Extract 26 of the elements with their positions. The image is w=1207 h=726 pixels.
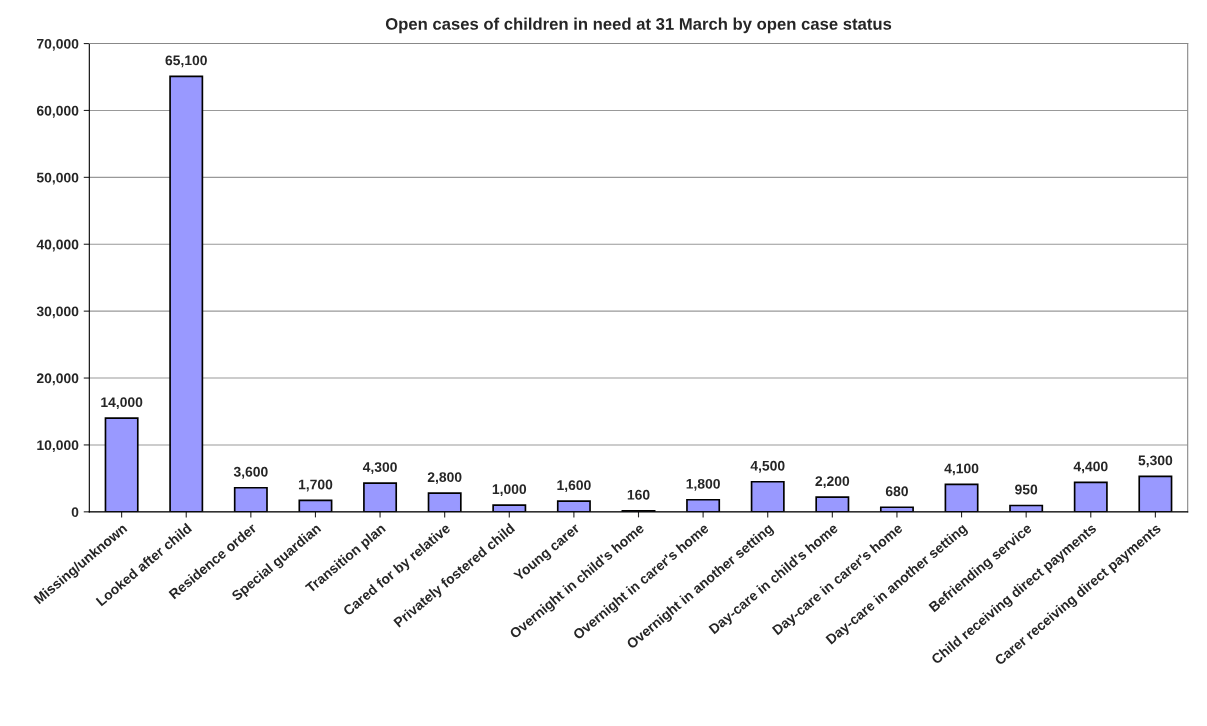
data-label: 14,000 bbox=[101, 397, 143, 410]
data-label: 1,800 bbox=[686, 478, 720, 491]
data-label: 5,300 bbox=[1138, 455, 1173, 468]
data-label: 160 bbox=[627, 489, 650, 500]
data-label: 65,100 bbox=[165, 55, 207, 68]
y-tick-label: 20,000 bbox=[36, 373, 79, 386]
y-tick-label: 60,000 bbox=[36, 105, 79, 118]
data-label: 4,500 bbox=[750, 460, 785, 473]
y-tick-label: 40,000 bbox=[36, 239, 79, 252]
data-label: 4,100 bbox=[944, 463, 979, 476]
y-tick-label: 0 bbox=[71, 507, 79, 517]
data-label: 2,800 bbox=[427, 472, 462, 485]
data-label: 3,600 bbox=[233, 466, 268, 479]
data-label: 950 bbox=[1015, 484, 1038, 495]
data-label: 1,000 bbox=[492, 484, 527, 497]
y-tick-label: 30,000 bbox=[36, 306, 79, 319]
data-label: 1,600 bbox=[557, 480, 591, 493]
y-tick-label: 70,000 bbox=[37, 38, 79, 51]
y-tick-label: 10,000 bbox=[37, 440, 79, 453]
data-label: 4,300 bbox=[362, 462, 397, 474]
data-label: 2,200 bbox=[815, 476, 850, 489]
data-label: 1,700 bbox=[298, 479, 333, 492]
chart-title: Open cases of children in need at 31 March by open case status bbox=[385, 17, 892, 34]
data-label: 4,400 bbox=[1073, 461, 1108, 474]
data-label: 680 bbox=[885, 486, 908, 497]
y-tick-label: 50,000 bbox=[36, 172, 79, 185]
